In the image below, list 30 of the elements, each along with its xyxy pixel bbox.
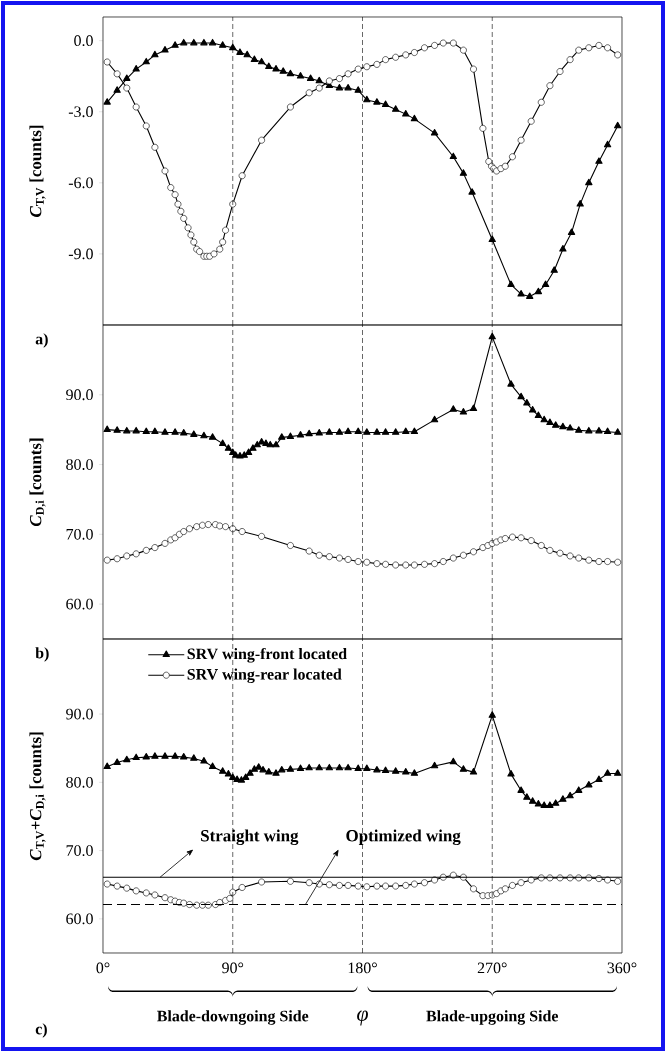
x-tick-label: 90°: [222, 962, 244, 974]
ref-line-label: Optimized wing: [346, 829, 461, 846]
text: Blade-downgoing Side: [157, 1010, 309, 1025]
y-axis-title: C$_{D,i}$ [counts]: [29, 438, 46, 527]
y-tick-label: 70.0: [66, 528, 93, 540]
y-tick-label: 60.0: [66, 913, 93, 925]
x-tick-label: 360°: [607, 962, 637, 974]
y-tick-label: 60.0: [66, 598, 93, 610]
legend-label: SRV wing-front located: [187, 647, 347, 663]
text: b): [35, 647, 49, 662]
y-tick-label: 70.0: [66, 845, 93, 857]
x-tick-label: 180°: [348, 962, 377, 974]
y-tick-label: 0.0: [74, 35, 93, 47]
text: a): [35, 333, 48, 348]
x-axis-title: φ: [357, 1010, 368, 1026]
y-tick-label: -6.0: [68, 177, 93, 189]
text: c): [35, 1023, 47, 1038]
y-tick-label: 80.0: [66, 459, 93, 470]
x-tick-label: 270°: [477, 962, 507, 974]
text: Blade-upgoing Side: [426, 1010, 559, 1025]
ref-line-label: Straight wing: [201, 829, 299, 846]
y-axis-title: C$_{T,V}$+C$_{D,i}$ [counts]: [29, 732, 46, 861]
x-tick-label: 0°: [96, 962, 110, 974]
y-tick-label: -3.0: [68, 106, 93, 118]
y-tick-label: -9.0: [68, 248, 93, 260]
y-axis-title: C$_{T,V}$ [counts]: [29, 125, 46, 217]
legend-label: SRV wing-rear located: [187, 668, 342, 684]
y-tick-label: 80.0: [66, 776, 93, 788]
y-tick-label: 90.0: [66, 708, 93, 720]
y-tick-label: 90.0: [66, 389, 93, 401]
